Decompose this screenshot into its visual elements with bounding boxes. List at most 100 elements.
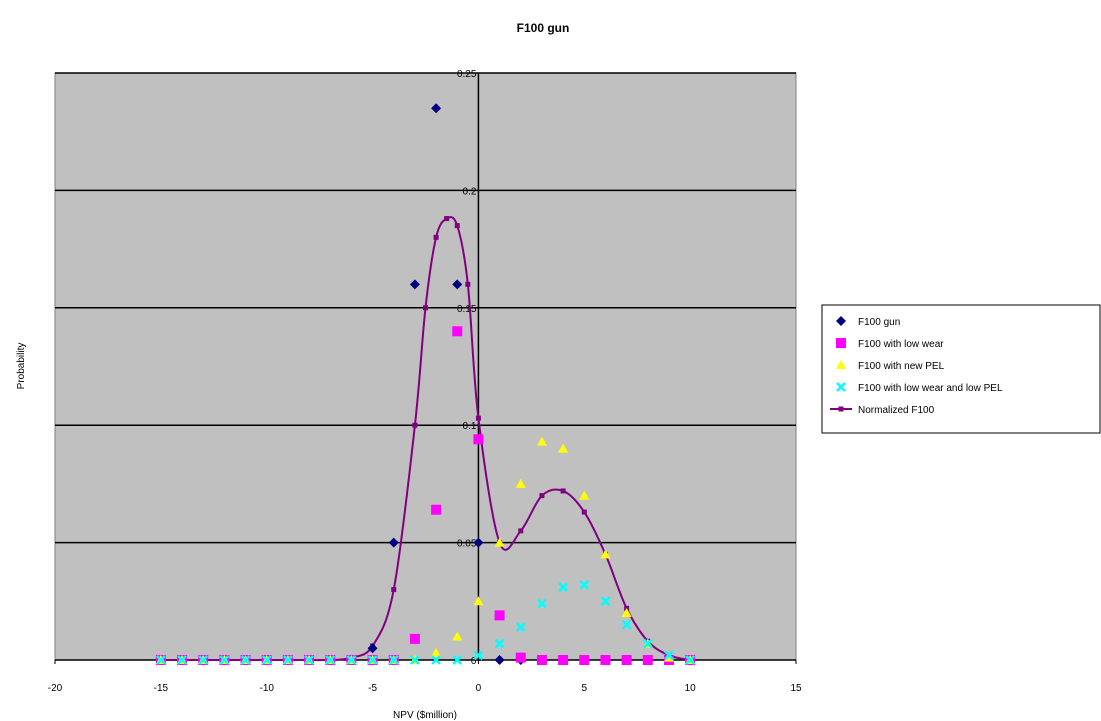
x-tick-labels: -20 -15 -10 -5 0 5 10 15 — [48, 683, 802, 694]
data-point — [473, 537, 484, 548]
data-point — [452, 655, 463, 665]
legend-entry: F100 gun — [836, 316, 900, 328]
data-point — [177, 655, 187, 665]
data-point — [664, 650, 674, 661]
data-point — [600, 596, 611, 607]
data-point — [261, 655, 272, 665]
series-f100-with-low-wear-and-low-pel — [155, 579, 696, 665]
x-tick-label: 15 — [790, 683, 802, 694]
plot-area — [54, 72, 797, 661]
series-layer — [155, 103, 696, 665]
data-point — [452, 279, 463, 290]
data-point — [579, 579, 590, 590]
y-tick-labels: 0 0.05 0.1 0.15 0.2 0.25 — [457, 69, 477, 667]
data-point — [642, 655, 653, 665]
data-point — [494, 638, 505, 649]
data-point — [325, 655, 336, 665]
legend-entry: F100 with low wear and low PEL — [836, 382, 1003, 394]
y-tick-label: 0.15 — [457, 304, 477, 315]
y-axis-label: Probability — [16, 343, 27, 390]
legend: F100 gun F100 with low wear F100 with new … — [821, 304, 1101, 434]
data-point — [579, 655, 590, 665]
y-tick-label: 0.05 — [457, 539, 477, 550]
data-point — [283, 655, 293, 665]
legend-marker — [836, 382, 846, 392]
data-point — [515, 652, 526, 663]
data-point — [155, 655, 166, 665]
data-point — [412, 422, 418, 428]
data-point — [558, 582, 568, 593]
legend-label: Normalized F100 — [858, 405, 935, 416]
data-point — [558, 655, 569, 665]
data-point — [444, 216, 450, 222]
x-tick-label: -15 — [154, 683, 169, 694]
data-point — [536, 436, 547, 446]
data-point — [346, 655, 357, 665]
x-tick-label: -5 — [368, 683, 377, 694]
data-point — [391, 587, 397, 593]
data-point — [621, 619, 632, 630]
y-tick-label: 0.2 — [463, 186, 477, 197]
legend-label: F100 with low wear — [858, 339, 944, 350]
data-point — [367, 643, 378, 654]
data-point — [494, 655, 505, 665]
legend-marker — [836, 316, 846, 326]
data-point — [473, 650, 484, 661]
legend-marker — [836, 338, 846, 348]
data-point — [473, 596, 484, 606]
data-point — [423, 305, 428, 311]
data-point — [431, 504, 442, 515]
data-point — [465, 281, 471, 287]
data-point — [388, 537, 399, 548]
y-tick-label: 0 — [471, 656, 477, 667]
data-point — [494, 610, 505, 621]
data-point — [198, 655, 209, 665]
data-point — [452, 326, 463, 337]
legend-entry: F100 with low wear — [836, 338, 944, 350]
data-point — [494, 537, 505, 547]
x-tick-label: -20 — [48, 683, 63, 694]
x-tick-label: -10 — [259, 683, 274, 694]
data-point — [581, 509, 587, 515]
data-point — [560, 488, 566, 494]
data-point — [240, 655, 251, 665]
data-point — [600, 655, 611, 665]
data-point — [452, 631, 463, 641]
x-tick-label: 5 — [582, 683, 588, 694]
x-tick-label: 0 — [476, 683, 482, 694]
legend-label: F100 with new PEL — [858, 361, 945, 372]
data-point — [409, 633, 420, 644]
data-point — [539, 493, 545, 499]
legend-label: F100 with low wear and low PEL — [858, 383, 1003, 394]
legend-entry: F100 with new PEL — [836, 360, 945, 372]
legend-marker — [836, 360, 846, 369]
data-point — [621, 655, 632, 665]
data-point — [621, 608, 632, 618]
x-tick-label: 10 — [685, 683, 697, 694]
y-tick-label: 0.25 — [457, 69, 477, 80]
legend-box — [821, 304, 1101, 434]
y-tick-label: 0.1 — [463, 421, 477, 432]
data-point — [367, 655, 378, 665]
legend-entry: Normalized F100 — [830, 405, 935, 416]
legend-label: F100 gun — [858, 317, 900, 328]
data-point — [579, 490, 590, 500]
data-point — [537, 598, 547, 609]
data-point — [475, 415, 481, 421]
data-point — [473, 434, 484, 445]
data-point — [431, 655, 441, 665]
data-point — [518, 528, 524, 534]
data-point — [454, 223, 460, 229]
data-point — [388, 655, 399, 665]
x-axis-label: NPV ($million) — [393, 710, 457, 721]
chart-title: F100 gun — [517, 21, 570, 35]
data-point — [410, 655, 420, 665]
data-point — [409, 279, 420, 290]
data-point — [685, 655, 696, 665]
data-point — [431, 103, 442, 114]
data-point — [431, 647, 442, 657]
data-point — [515, 622, 526, 633]
data-point — [558, 443, 569, 453]
data-point — [433, 234, 439, 240]
